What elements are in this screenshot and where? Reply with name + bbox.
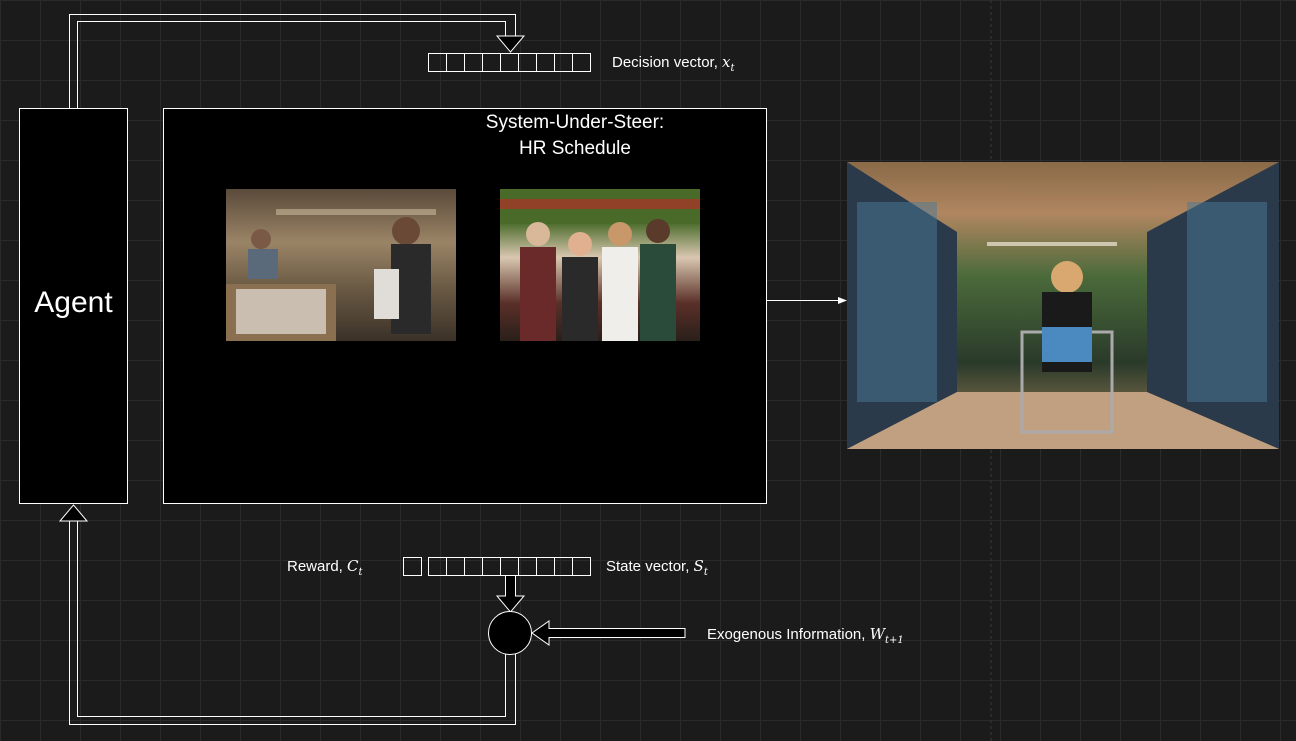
shopper-in-frozen-aisle-photo <box>847 162 1279 449</box>
decision-vector-cell <box>464 53 483 72</box>
bottom-arrow-inner <box>77 521 506 717</box>
decision-vector-cell <box>446 53 465 72</box>
system-title-line2: HR Schedule <box>519 138 631 159</box>
decision-vector <box>428 53 591 72</box>
exogenous-label: Exogenous Information, Wt+1 <box>707 625 904 646</box>
output-arrow-head <box>838 297 847 304</box>
checkout-clerk-photo <box>226 189 456 341</box>
decision-vector-label: Decision vector, xt <box>612 53 735 74</box>
state-vector-text: State vector, <box>606 558 694 575</box>
decision-vector-cell <box>482 53 501 72</box>
state-vector-cell <box>554 557 573 576</box>
bottom-arrow-outer <box>69 521 516 725</box>
reward-text: Reward, <box>287 558 348 575</box>
system-title-line1: System-Under-Steer: <box>485 112 665 133</box>
decision-vector-text: Decision vector, <box>612 54 723 71</box>
agent-label: Agent <box>34 286 113 319</box>
state-vector-cell <box>536 557 555 576</box>
grocery-staff-group-photo <box>500 189 700 341</box>
state-vector-label: State vector, St <box>606 557 708 578</box>
exogenous-arrow <box>531 620 686 646</box>
state-vector-cell <box>482 557 501 576</box>
state-vector-cell <box>500 557 519 576</box>
decision-vector-cell <box>572 53 591 72</box>
top-arrow-head <box>495 35 526 53</box>
state-vector-cell <box>518 557 537 576</box>
decision-vector-cell <box>500 53 519 72</box>
state-to-transition-arrow <box>495 576 526 613</box>
system-title: System-Under-Steer: HR Schedule <box>440 110 710 162</box>
state-vector-cell <box>428 557 447 576</box>
state-vector <box>428 557 591 576</box>
agent-box <box>19 108 128 504</box>
state-vector-cell <box>464 557 483 576</box>
bottom-arrow-head <box>58 504 89 522</box>
state-vector-cell <box>572 557 591 576</box>
exogenous-symbol: Wt+1 <box>869 625 904 646</box>
top-arrow-inner <box>77 21 506 108</box>
reward-label: Reward, Ct <box>287 557 363 578</box>
reward-symbol: Ct <box>347 557 363 578</box>
exogenous-text: Exogenous Information, <box>707 626 870 643</box>
decision-vector-cell <box>536 53 555 72</box>
decision-vector-cell <box>518 53 537 72</box>
top-arrow-outer <box>69 14 516 108</box>
state-vector-symbol: St <box>693 557 708 578</box>
state-vector-cell <box>446 557 465 576</box>
reward-cell <box>403 557 422 576</box>
decision-vector-symbol: xt <box>722 53 735 74</box>
transition-node <box>488 611 532 655</box>
decision-vector-cell <box>554 53 573 72</box>
decision-vector-cell <box>428 53 447 72</box>
